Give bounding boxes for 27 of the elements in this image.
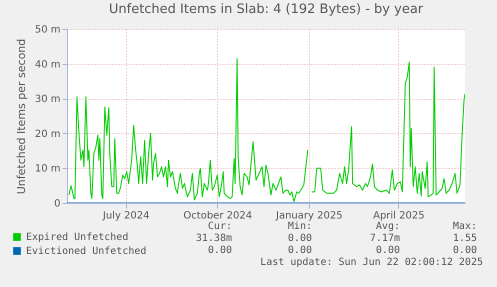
y-tick-label: 30 m xyxy=(34,94,60,106)
text: 7.17m xyxy=(370,233,400,245)
y-axis-title: Unfetched Items per second xyxy=(14,38,28,194)
x-tick-label: October 2024 xyxy=(183,210,252,222)
text: 31.38m xyxy=(196,233,232,245)
text: 1.55 xyxy=(452,233,477,245)
y-tick-label: 20 m xyxy=(34,128,60,140)
text: Last update: Sun Jun 22 02:00:12 2025 xyxy=(260,257,483,269)
text: 0.00 xyxy=(288,233,312,245)
x-tick-label: January 2025 xyxy=(275,210,343,222)
text: Min: xyxy=(288,221,312,233)
legend-label: Expired Unfetched xyxy=(26,232,128,243)
y-tick-label: 50 m xyxy=(34,24,60,36)
legend-label: Evictioned Unfetched xyxy=(26,246,146,257)
text: 0.00 xyxy=(376,245,400,257)
y-tick-label: 0 xyxy=(54,198,60,210)
y-tick-label: 10 m xyxy=(34,164,60,175)
text: 0.00 xyxy=(288,245,312,257)
y-tick-label: 40 m xyxy=(34,59,60,70)
text: 0.00 xyxy=(452,245,477,257)
chart-title: Unfetched Items in Slab: 4 (192 Bytes) - by year xyxy=(108,2,424,17)
text: Max: xyxy=(452,221,477,233)
text: Cur: xyxy=(208,221,232,233)
x-tick-label: April 2025 xyxy=(373,210,425,222)
text: 0.00 xyxy=(208,245,232,257)
text: Avg: xyxy=(376,221,400,233)
x-tick-label: July 2024 xyxy=(102,210,150,222)
